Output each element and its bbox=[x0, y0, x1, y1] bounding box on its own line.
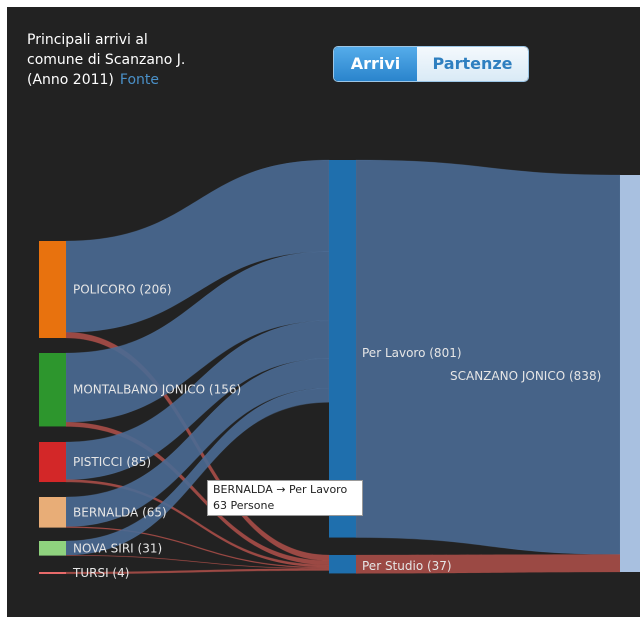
node-montalbano[interactable] bbox=[39, 353, 66, 427]
node-per_studio[interactable] bbox=[329, 555, 356, 574]
node-scanzano[interactable] bbox=[620, 175, 640, 572]
title-line-2: comune di Scanzano J. bbox=[27, 52, 186, 68]
direction-toggle: Arrivi Partenze bbox=[333, 46, 529, 82]
node-bernalda[interactable] bbox=[39, 497, 66, 528]
node-nova_siri[interactable] bbox=[39, 541, 66, 556]
title-year: (Anno 2011) bbox=[27, 72, 114, 88]
partenze-button[interactable]: Partenze bbox=[417, 47, 528, 81]
label-pisticci: PISTICCI (85) bbox=[73, 455, 151, 469]
title-line-1: Principali arrivi al bbox=[27, 32, 148, 48]
label-bernalda: BERNALDA (65) bbox=[73, 505, 167, 519]
title-line-3: (Anno 2011) Fonte bbox=[27, 70, 227, 90]
tooltip-title: BERNALDA → Per Lavoro bbox=[213, 483, 348, 496]
label-montalbano: MONTALBANO JONICO (156) bbox=[73, 383, 241, 397]
chart-title: Principali arrivi al comune di Scanzano … bbox=[27, 30, 227, 90]
nodes-layer bbox=[39, 160, 640, 574]
node-per_lavoro[interactable] bbox=[329, 160, 356, 538]
sankey-diagram: POLICORO (206) MONTALBANO JONICO (156) PIS… bbox=[39, 159, 640, 581]
label-tursi: TURSI (4) bbox=[72, 566, 129, 580]
node-tursi[interactable] bbox=[39, 572, 66, 574]
link-tooltip: BERNALDA → Per Lavoro 63 Persone bbox=[207, 480, 363, 516]
node-pisticci[interactable] bbox=[39, 442, 66, 483]
chart-panel: Principali arrivi al comune di Scanzano … bbox=[7, 7, 640, 617]
links-layer bbox=[65, 159, 621, 575]
arrivi-button[interactable]: Arrivi bbox=[334, 47, 417, 81]
tooltip-value: 63 Persone bbox=[213, 499, 275, 512]
source-link[interactable]: Fonte bbox=[119, 72, 160, 88]
label-per_lavoro: Per Lavoro (801) bbox=[362, 346, 462, 360]
label-scanzano: SCANZANO JONICO (838) bbox=[450, 369, 601, 383]
labels-layer: POLICORO (206) MONTALBANO JONICO (156) PIS… bbox=[72, 283, 601, 581]
label-policoro: POLICORO (206) bbox=[73, 283, 172, 297]
label-nova_siri: NOVA SIRI (31) bbox=[73, 541, 162, 555]
node-policoro[interactable] bbox=[39, 241, 66, 338]
label-per_studio: Per Studio (37) bbox=[362, 559, 452, 573]
